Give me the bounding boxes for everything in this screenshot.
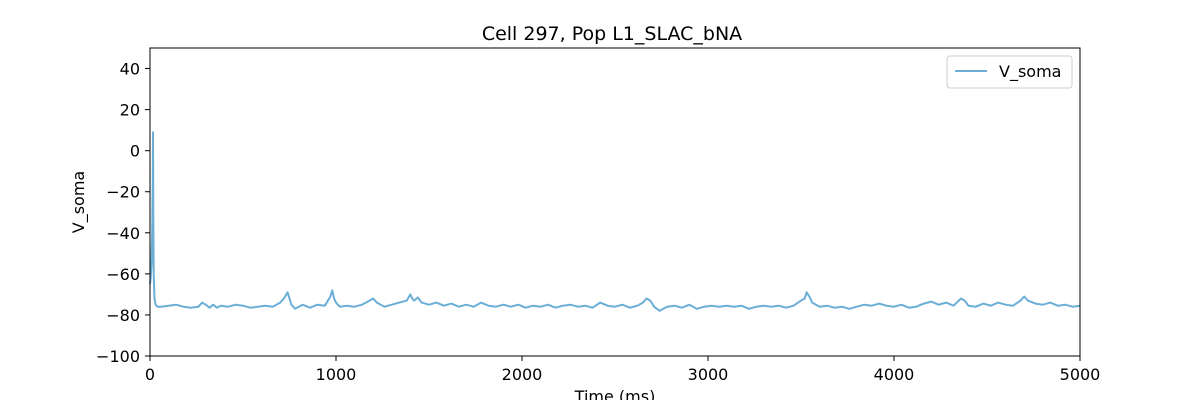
x-axis-ticks: 0 1000 2000 3000 4000 5000 bbox=[145, 356, 1100, 384]
y-tick-label: −40 bbox=[106, 224, 140, 243]
legend-label-v-soma: V_soma bbox=[999, 62, 1061, 82]
y-tick-label: −80 bbox=[106, 306, 140, 325]
y-axis-label: V_soma bbox=[69, 171, 89, 233]
chart-title: Cell 297, Pop L1_SLAC_bNA bbox=[482, 23, 742, 45]
legend: V_soma bbox=[946, 55, 1073, 89]
y-tick-label: −100 bbox=[96, 347, 140, 366]
series-line-v-soma bbox=[149, 131, 1081, 312]
legend-box bbox=[946, 55, 1073, 89]
y-tick-label: −20 bbox=[106, 183, 140, 202]
x-axis-label: Time (ms) bbox=[574, 387, 656, 400]
x-tick-label: 4000 bbox=[874, 365, 915, 384]
series-layer bbox=[149, 131, 1081, 312]
x-tick-label: 3000 bbox=[688, 365, 729, 384]
y-tick-label: −60 bbox=[106, 265, 140, 284]
y-axis-ticks: −100 −80 −60 −40 −20 0 20 40 bbox=[96, 60, 150, 366]
y-tick-label: 0 bbox=[130, 142, 140, 161]
x-tick-label: 2000 bbox=[502, 365, 543, 384]
y-tick-label: 40 bbox=[120, 60, 140, 79]
x-tick-label: 1000 bbox=[316, 365, 357, 384]
x-tick-label: 5000 bbox=[1060, 365, 1101, 384]
y-tick-label: 20 bbox=[120, 101, 140, 120]
plot-area bbox=[149, 47, 1081, 357]
x-tick-label: 0 bbox=[145, 365, 155, 384]
plot-frame bbox=[149, 47, 1081, 357]
